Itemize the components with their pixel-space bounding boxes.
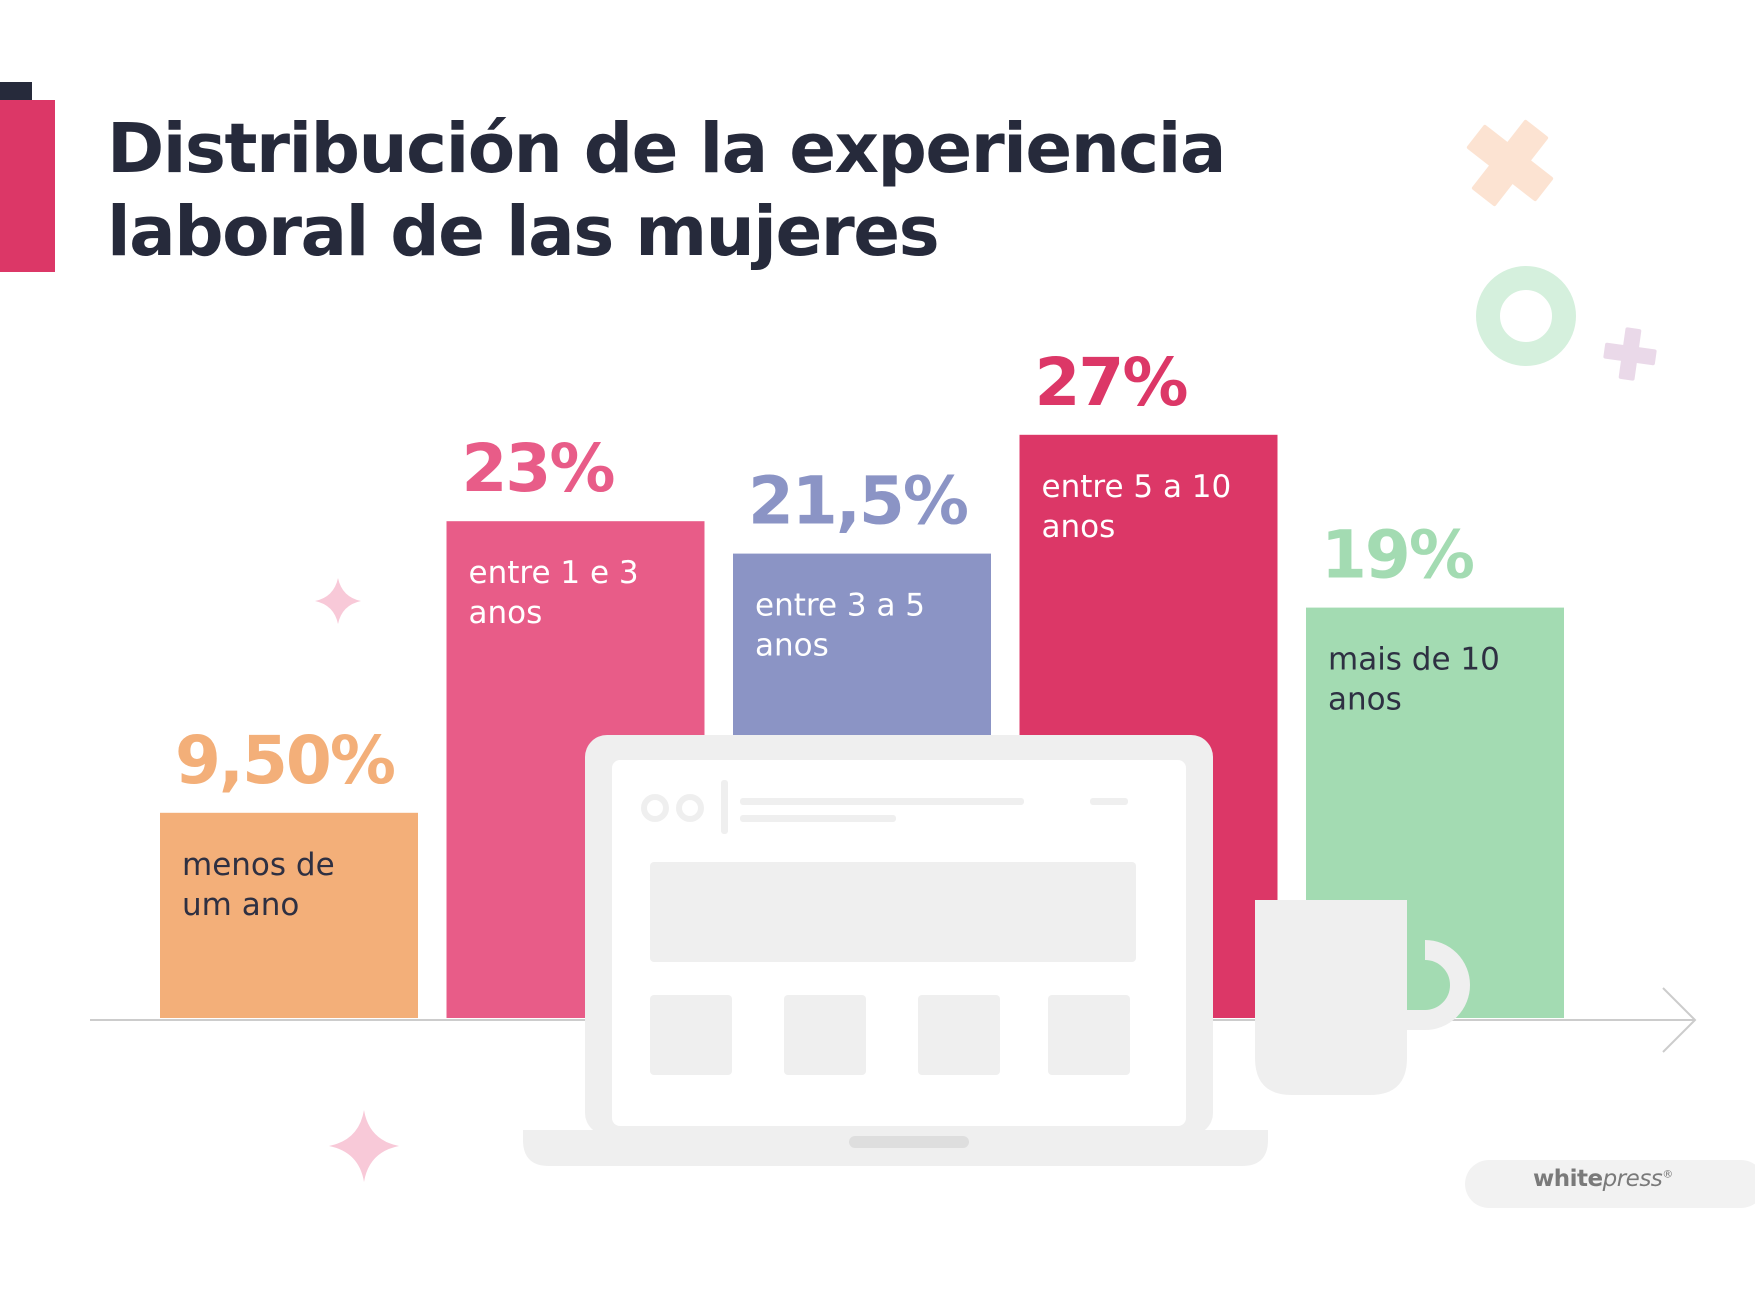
bar-category-label-1-line2: um ano [182, 887, 299, 923]
window-dot-icon [676, 794, 704, 822]
chart-title-line2: laboral de las mujeres [107, 192, 938, 272]
plus-decoration-lilac [1603, 327, 1657, 381]
corner-accent-pink [0, 100, 55, 272]
bar-category-label-4-line1: entre 5 a 10 [1042, 469, 1232, 505]
bar-category-label-1-line1: menos de [182, 847, 335, 883]
bar-category-label-2-line1: entre 1 e 3 [469, 555, 639, 591]
chart-title-line1: Distribución de la experiencia [107, 109, 1225, 189]
bar-value-label-3: 21,5% [748, 463, 968, 540]
bar-category-label-3-line2: anos [755, 628, 829, 664]
brand-logo: whitepress® [1533, 1166, 1673, 1192]
ring-decoration-green [1476, 266, 1576, 366]
x-axis-arrow-icon [1662, 987, 1697, 1053]
brand-badge [1465, 1160, 1755, 1208]
bar-category-label-2-line2: anos [469, 595, 543, 631]
bar-1 [160, 812, 418, 1018]
bar-category-label-5-line2: anos [1328, 682, 1402, 718]
laptop-illustration [523, 735, 1268, 1166]
mug-illustration [1255, 900, 1470, 1095]
window-dot-icon [641, 794, 669, 822]
sparkle-decoration-small [315, 578, 361, 624]
sparkle-decoration-large [329, 1110, 399, 1182]
bar-value-label-2: 23% [462, 430, 615, 507]
cross-decoration-peach [1466, 119, 1554, 207]
bar-value-label-1: 9,50% [175, 722, 395, 799]
bar-category-label-3-line1: entre 3 a 5 [755, 588, 925, 624]
bar-category-label-5-line1: mais de 10 [1328, 642, 1500, 678]
bar-category-label-4-line2: anos [1042, 509, 1116, 545]
bar-value-label-5: 19% [1321, 517, 1474, 594]
bar-value-label-4: 27% [1035, 344, 1188, 421]
